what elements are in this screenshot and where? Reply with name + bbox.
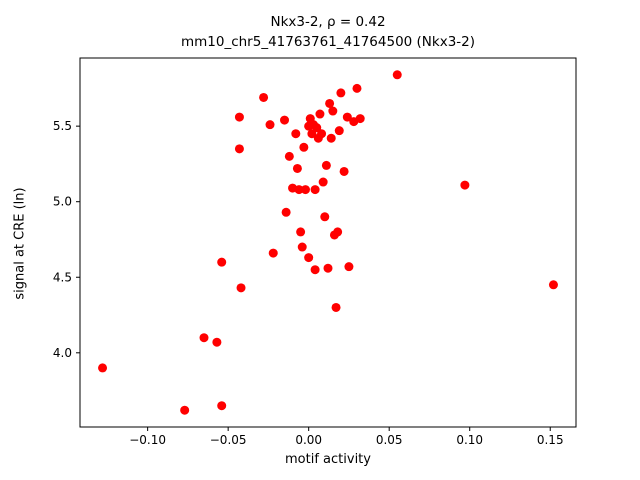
y-axis-label: signal at CRE (ln) xyxy=(12,187,28,300)
data-point xyxy=(333,227,343,237)
data-point xyxy=(217,401,227,411)
chart-title: Nkx3-2, ρ = 0.42 mm10_chr5_41763761_4176… xyxy=(80,12,576,52)
data-point xyxy=(328,106,338,116)
data-point xyxy=(355,114,365,124)
data-point xyxy=(339,166,349,176)
data-point xyxy=(325,98,335,108)
data-point xyxy=(299,142,309,152)
data-point xyxy=(217,257,227,267)
data-point xyxy=(300,185,310,195)
data-point xyxy=(265,120,275,130)
data-point xyxy=(344,262,354,272)
data-point xyxy=(315,109,325,119)
data-point xyxy=(98,363,108,373)
x-tick-label: 0.05 xyxy=(376,433,403,447)
data-point xyxy=(331,302,341,312)
data-point xyxy=(180,405,190,415)
data-point xyxy=(294,185,304,195)
axes-spines xyxy=(79,57,577,428)
data-point xyxy=(342,112,352,122)
data-point xyxy=(323,263,333,273)
x-tick-label: 0.15 xyxy=(537,433,564,447)
data-point xyxy=(304,253,314,263)
data-point xyxy=(212,337,222,347)
data-point xyxy=(310,265,320,275)
data-point xyxy=(259,92,269,102)
x-tick-label: 0.00 xyxy=(295,433,322,447)
data-point xyxy=(236,283,246,293)
data-point xyxy=(334,126,344,136)
data-point xyxy=(297,242,307,252)
x-tick-label: 0.10 xyxy=(456,433,483,447)
y-tick-label: 5.0 xyxy=(53,195,72,209)
data-point xyxy=(318,177,328,187)
data-point xyxy=(268,248,278,258)
data-point xyxy=(352,83,362,93)
data-point xyxy=(326,133,336,143)
data-point xyxy=(321,160,331,170)
x-axis-label: motif activity xyxy=(285,452,371,467)
data-point xyxy=(307,129,317,139)
data-point xyxy=(281,207,291,217)
data-point xyxy=(234,112,244,122)
y-tick-label: 4.5 xyxy=(53,270,72,284)
chart-title-line2: mm10_chr5_41763761_41764500 (Nkx3-2) xyxy=(180,34,476,50)
data-point xyxy=(548,280,558,290)
data-point xyxy=(199,333,209,343)
y-tick-label: 5.5 xyxy=(53,119,72,133)
x-tick-label: −0.10 xyxy=(129,433,166,447)
data-point xyxy=(292,163,302,173)
y-tick-label: 4.0 xyxy=(53,346,72,360)
data-point xyxy=(336,88,346,98)
data-point xyxy=(317,129,327,139)
data-point xyxy=(284,151,294,161)
data-point xyxy=(280,115,290,125)
data-point xyxy=(310,185,320,195)
data-point xyxy=(291,129,301,139)
data-point xyxy=(460,180,470,190)
x-tick-label: −0.05 xyxy=(210,433,247,447)
data-point xyxy=(234,144,244,154)
data-point xyxy=(320,212,330,222)
chart-title-line1: Nkx3-2, ρ = 0.42 xyxy=(270,14,386,30)
data-point xyxy=(312,123,322,133)
data-point xyxy=(296,227,306,237)
data-point xyxy=(392,70,402,80)
